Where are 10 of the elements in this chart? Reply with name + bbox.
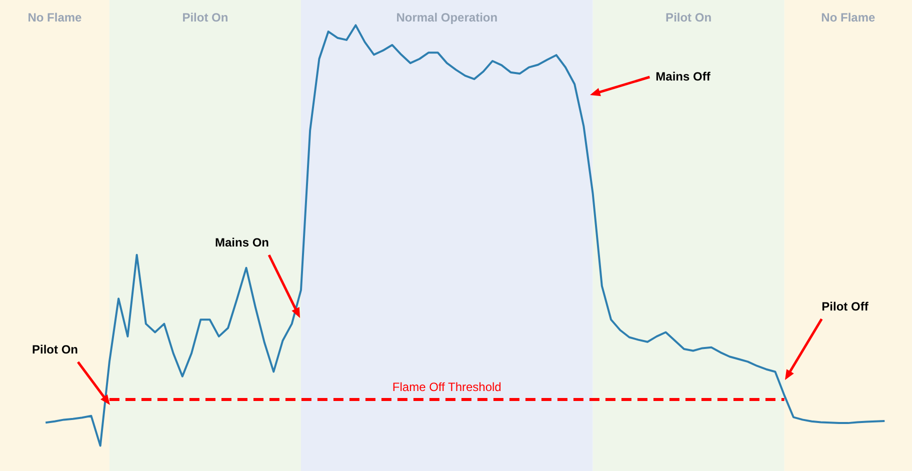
annotation: Mains Off	[656, 69, 712, 84]
text: No Flame	[821, 10, 876, 24]
ref-line-label: Flame Off Threshold	[392, 380, 502, 394]
annotation: Pilot On	[32, 342, 78, 356]
text: Pilot On	[666, 10, 712, 24]
text: No Flame	[28, 10, 82, 24]
annotation: Pilot Off	[822, 299, 870, 314]
text: Normal Operation	[396, 10, 498, 24]
annotation: Mains On	[214, 235, 270, 250]
text: Pilot On	[182, 10, 228, 24]
